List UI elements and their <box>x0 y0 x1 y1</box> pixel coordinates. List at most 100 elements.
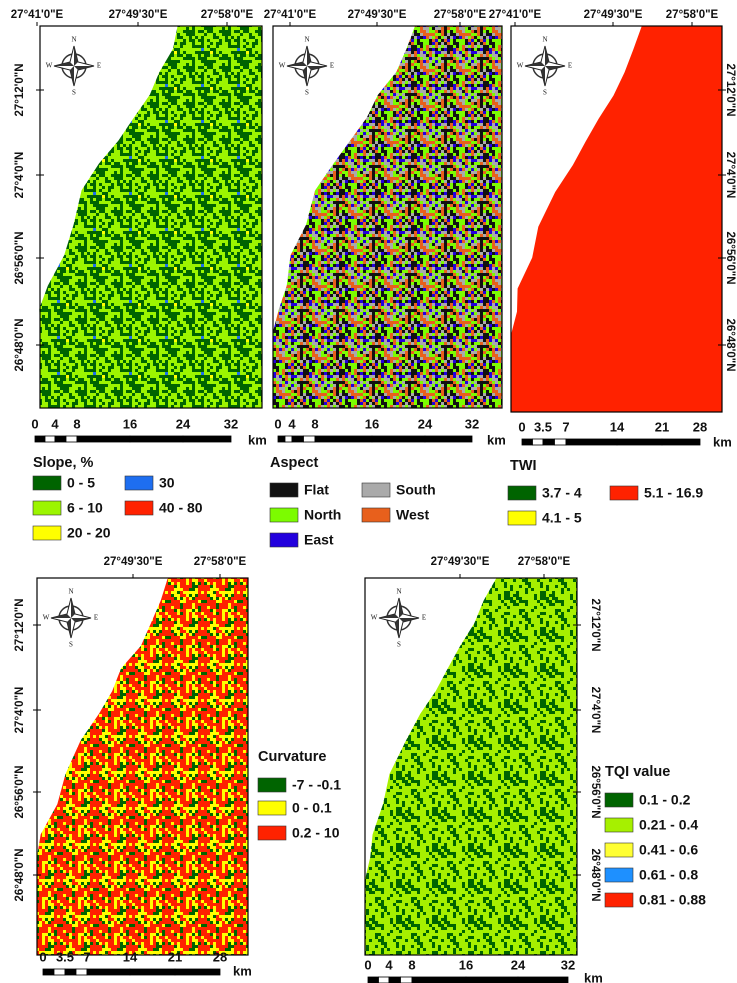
longitude-label: 27°58'0"E <box>201 9 254 21</box>
compass-letter: W <box>279 62 286 70</box>
longitude-label: 27°41'0"E <box>11 9 64 21</box>
longitude-label: 27°58'0"E <box>518 556 571 568</box>
scale-segment <box>661 438 701 446</box>
compass-letter: N <box>71 36 76 44</box>
scale-segment <box>65 435 78 443</box>
latitude-label: 27°12'0"N <box>14 63 26 116</box>
compass: N E S W <box>43 588 98 649</box>
scale-label: 16 <box>365 416 379 431</box>
compass-star-inner <box>54 46 94 86</box>
scale-segment <box>616 438 663 446</box>
scale-label: 21 <box>655 419 669 434</box>
scale-segment <box>291 435 304 443</box>
scale-label: 0 <box>274 416 281 431</box>
scale-segment <box>277 435 286 443</box>
compass-letter: W <box>517 62 524 70</box>
longitude-label: 27°58'0"E <box>194 556 247 568</box>
scale-unit: km <box>713 434 732 449</box>
legend-swatch <box>361 482 391 498</box>
legend-title: Curvature <box>258 749 327 765</box>
map-frame <box>39 25 263 409</box>
legend-swatch <box>257 777 287 793</box>
latitude-label: 26°56'0"N <box>14 765 26 818</box>
legend-swatch <box>507 510 537 526</box>
scale-segment <box>44 435 56 443</box>
scale-segment <box>554 438 567 446</box>
scale-label: 8 <box>73 416 80 431</box>
legend-swatch <box>361 507 391 523</box>
scale-label: 3.5 <box>534 419 552 434</box>
compass: N E S W <box>279 36 334 97</box>
legend-title: Aspect <box>270 455 319 471</box>
longitude-label: 27°49'30"E <box>348 9 407 21</box>
scale-label: 24 <box>511 957 526 972</box>
scale-unit: km <box>233 963 252 978</box>
scale-label: 16 <box>459 957 473 972</box>
map-frame <box>272 25 503 409</box>
legend-swatch <box>257 800 287 816</box>
latitude-label: 27°12'0"N <box>724 63 736 116</box>
legend-label: 5.1 - 16.9 <box>644 485 703 501</box>
scale-label: 32 <box>465 416 479 431</box>
legend-swatch <box>269 532 299 548</box>
compass: N E S W <box>46 36 101 97</box>
legend-label: 0.81 - 0.88 <box>639 892 706 908</box>
longitude-label: 27°49'30"E <box>584 9 643 21</box>
map-area <box>39 26 262 408</box>
scale-segment <box>303 435 316 443</box>
legend-swatch <box>32 500 62 516</box>
legend-label: West <box>396 507 430 523</box>
scale-segment <box>129 435 184 443</box>
compass-star-inner <box>51 598 91 638</box>
scale-label: 4 <box>288 416 296 431</box>
scale-segment <box>388 976 401 983</box>
legend-label: Flat <box>304 482 329 498</box>
compass-letter: N <box>396 588 401 596</box>
scale-label: 0 <box>31 416 38 431</box>
compass-letter: W <box>46 62 53 70</box>
legend-title: TWI <box>510 458 537 474</box>
scale-label: 28 <box>693 419 707 434</box>
longitude-label: 27°58'0"E <box>666 9 719 21</box>
scale-segment <box>284 435 293 443</box>
scale-label: 24 <box>176 416 191 431</box>
scale-segment <box>465 976 519 983</box>
legend-swatch <box>609 485 639 501</box>
compass: N E S W <box>517 36 572 97</box>
compass-letter: S <box>543 89 547 97</box>
scale-label: 32 <box>224 416 238 431</box>
legend-label: 0 - 5 <box>67 475 95 491</box>
map-area <box>365 578 577 955</box>
latitude-label: 27°4'0"N <box>724 152 736 199</box>
longitude-label: 27°49'30"E <box>104 556 163 568</box>
legend-label: 3.7 - 4 <box>542 485 582 501</box>
scale-segment <box>174 968 221 976</box>
scale-segment <box>367 976 379 983</box>
scale-segment <box>86 968 131 976</box>
legend-label: 0.2 - 10 <box>292 825 340 841</box>
legend-swatch <box>124 475 154 491</box>
legend-title: TQI value <box>605 764 670 780</box>
compass-letter: E <box>422 614 426 622</box>
scale-label: 3.5 <box>56 949 74 964</box>
compass-star-inner <box>287 46 327 86</box>
legend-label: 6 - 10 <box>67 500 103 516</box>
legend-swatch <box>604 842 634 858</box>
map-area <box>511 26 722 412</box>
map-frame <box>510 25 723 413</box>
scale-label: 14 <box>610 419 625 434</box>
scale-segment <box>129 968 176 976</box>
legend-label: 20 - 20 <box>67 525 111 541</box>
legend-label: North <box>304 507 341 523</box>
compass-letter: N <box>68 588 73 596</box>
legend-swatch <box>604 817 634 833</box>
compass-star-inner <box>525 46 565 86</box>
compass-letter: W <box>371 614 378 622</box>
map-frame <box>36 577 249 956</box>
compass-letter: S <box>69 641 73 649</box>
compass-letter: E <box>94 614 98 622</box>
scale-unit: km <box>487 432 506 447</box>
map-area <box>36 578 249 955</box>
legend-label: 0.61 - 0.8 <box>639 867 698 883</box>
scale-label: 16 <box>123 416 137 431</box>
